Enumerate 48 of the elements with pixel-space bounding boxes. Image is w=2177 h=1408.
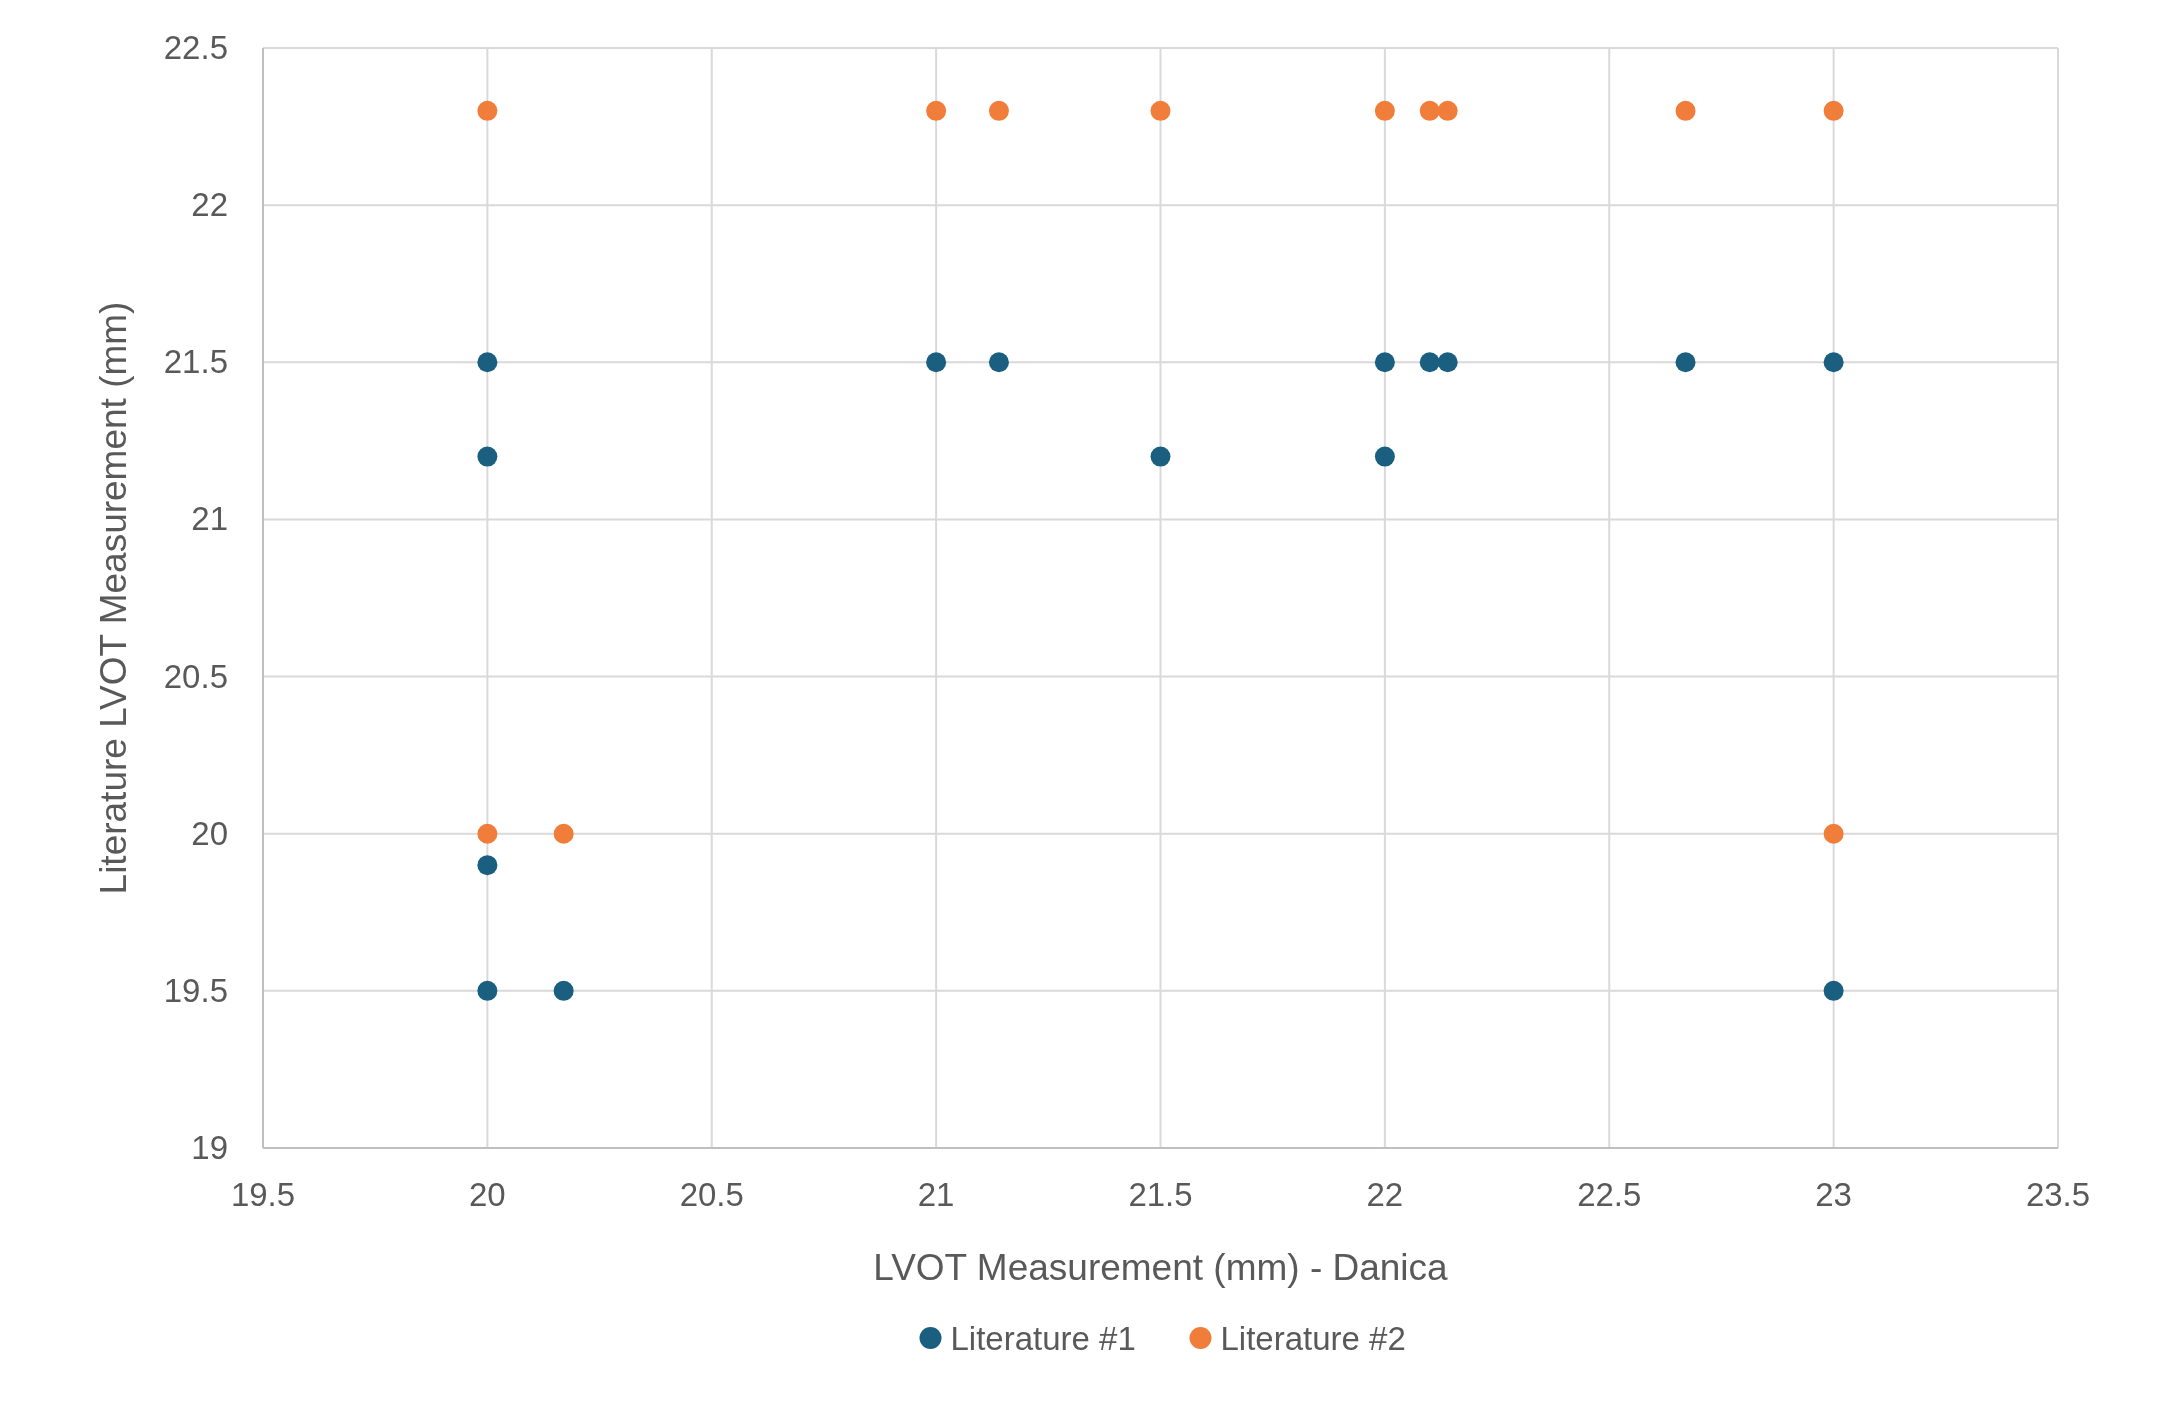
point <box>1823 100 1844 121</box>
point <box>1823 352 1844 373</box>
y-tick-label: 19 <box>191 1129 228 1166</box>
legend-label: Literature #2 <box>1220 1320 1406 1357</box>
point <box>477 823 498 844</box>
point <box>1675 100 1696 121</box>
y-axis-title: Literature LVOT Measurement (mm) <box>93 301 134 895</box>
x-tick-label: 20.5 <box>679 1176 744 1213</box>
point <box>477 352 498 373</box>
point <box>1823 980 1844 1001</box>
x-tick-label: 19.5 <box>230 1176 296 1213</box>
point <box>553 980 574 1001</box>
y-tick-label: 20 <box>191 814 228 852</box>
point <box>1419 100 1440 121</box>
x-tick-label: 23.5 <box>2025 1176 2091 1213</box>
point <box>1374 352 1395 373</box>
x-axis-title: LVOT Measurement (mm) - Danica <box>873 1247 1449 1288</box>
x-tick-label: 22.5 <box>1577 1176 1642 1213</box>
y-tick-label: 21.5 <box>163 343 228 381</box>
point <box>1419 352 1440 373</box>
y-tick-label: 21 <box>191 500 228 538</box>
y-tick-label: 19.5 <box>163 971 228 1009</box>
x-tick-label: 20 <box>469 1176 506 1213</box>
point <box>477 980 498 1001</box>
point <box>988 100 1009 121</box>
point <box>926 100 947 121</box>
point <box>1374 446 1395 467</box>
point <box>1675 352 1696 373</box>
x-tick-label: 21 <box>917 1176 955 1213</box>
point <box>553 823 574 844</box>
y-tick-label: 20.5 <box>163 657 228 695</box>
point <box>1823 823 1844 844</box>
point <box>1437 100 1458 121</box>
legend-label: Literature #1 <box>950 1320 1136 1357</box>
point <box>477 100 498 121</box>
point <box>477 446 498 467</box>
y-tick-label: 22.5 <box>163 29 228 66</box>
point <box>1150 446 1171 467</box>
point <box>1150 100 1171 121</box>
point <box>988 352 1009 373</box>
point <box>1437 352 1458 373</box>
x-tick-label: 22 <box>1366 1176 1404 1213</box>
x-tick-label: 23 <box>1815 1176 1852 1213</box>
point <box>926 352 947 373</box>
y-tick-label: 22 <box>191 186 228 224</box>
point <box>1374 100 1395 121</box>
x-tick-label: 21.5 <box>1128 1176 1193 1213</box>
point <box>477 855 498 876</box>
